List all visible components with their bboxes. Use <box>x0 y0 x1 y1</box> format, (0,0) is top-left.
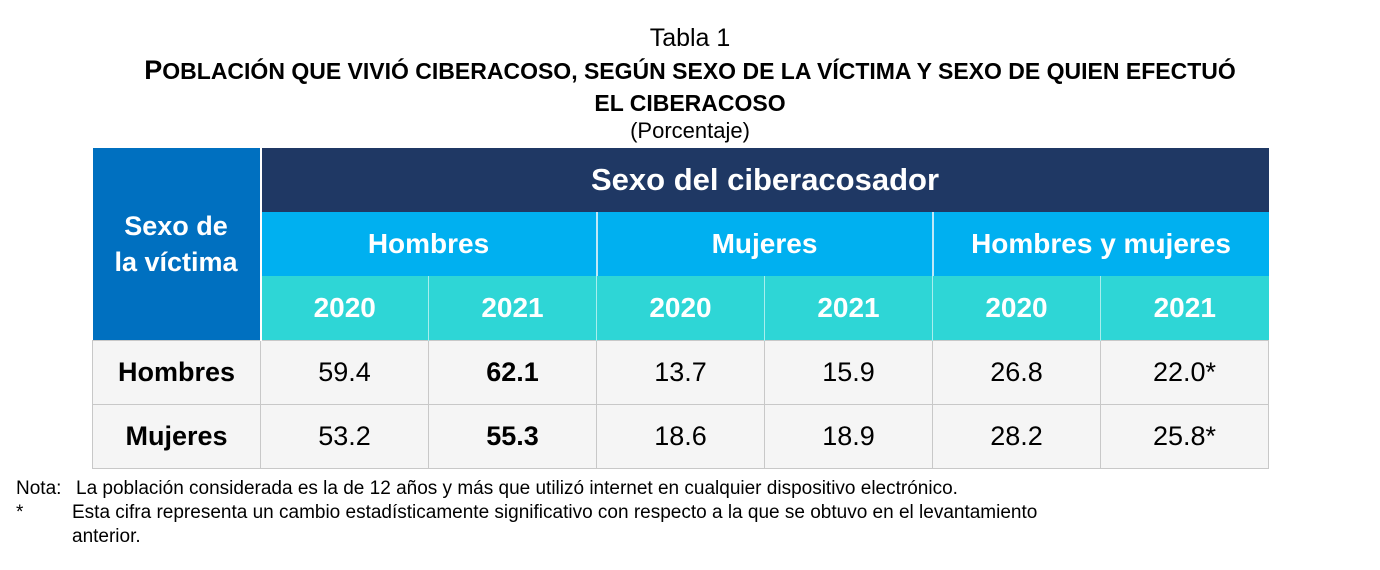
value-cell: 13.7 <box>596 340 765 405</box>
value-cell: 25.8* <box>1099 404 1270 469</box>
table-title: POBLACIÓN QUE VIVIÓ CIBERACOSO, SEGÚN SE… <box>0 54 1380 87</box>
harasser-sex-header: Sexo del ciberacosador <box>260 148 1269 212</box>
table-row-hombres: Hombres 59.4 62.1 13.7 15.9 26.8 22.0* <box>92 340 1270 405</box>
note-star-label: * <box>16 502 24 523</box>
table-caption: Tabla 1 POBLACIÓN QUE VIVIÓ CIBERACOSO, … <box>0 22 1380 143</box>
note-significance: * Esta cifra representa un cambio estadí… <box>16 501 1037 525</box>
table-number: Tabla 1 <box>649 24 731 52</box>
table-title-line2: EL CIBERACOSO <box>594 90 786 116</box>
cyberbullying-table: Sexo de la víctima Sexo del ciberacosado… <box>92 148 1270 469</box>
value-cell: 28.2 <box>932 404 1101 469</box>
title-line1-rest: OBLACIÓN QUE VIVIÓ CIBERACOSO, SEGÚN SEX… <box>162 58 1236 84</box>
value-cell: 59.4 <box>260 340 429 405</box>
table-unit: (Porcentaje) <box>630 118 750 143</box>
row-label-hombres: Hombres <box>92 340 261 405</box>
value-cell: 18.9 <box>764 404 933 469</box>
note-star-text: Esta cifra representa un cambio estadíst… <box>72 502 1038 523</box>
victim-header-line2: la víctima <box>114 247 238 277</box>
row-label-mujeres: Mujeres <box>92 404 261 469</box>
year-header: 2020 <box>260 276 429 341</box>
value-cell: 15.9 <box>764 340 933 405</box>
year-header: 2020 <box>596 276 765 341</box>
value-cell: 62.1 <box>428 340 597 405</box>
value-cell: 53.2 <box>260 404 429 469</box>
note-star-text-continued: anterior. <box>72 526 141 547</box>
value-cell: 22.0* <box>1099 340 1270 405</box>
table-row-mujeres: Mujeres 53.2 55.3 18.6 18.9 28.2 25.8* <box>92 404 1270 469</box>
value-cell: 18.6 <box>596 404 765 469</box>
group-header-hombres: Hombres <box>260 212 598 276</box>
year-header: 2021 <box>428 276 597 341</box>
victim-header-line1: Sexo de <box>124 211 228 241</box>
year-header: 2020 <box>932 276 1101 341</box>
note-text: La población considerada es la de 12 año… <box>76 478 958 499</box>
victim-sex-header: Sexo de la víctima <box>92 148 262 341</box>
year-header: 2021 <box>764 276 933 341</box>
group-header-hombres-y-mujeres: Hombres y mujeres <box>932 212 1269 276</box>
title-initial: P <box>144 55 163 85</box>
group-header-mujeres: Mujeres <box>596 212 934 276</box>
note-label: Nota: <box>16 478 62 499</box>
table-notes: Nota: La población considerada es la de … <box>16 477 1037 549</box>
note-general: Nota: La población considerada es la de … <box>16 477 1037 501</box>
value-cell: 55.3 <box>428 404 597 469</box>
year-header: 2021 <box>1100 276 1269 341</box>
value-cell: 26.8 <box>932 340 1101 405</box>
